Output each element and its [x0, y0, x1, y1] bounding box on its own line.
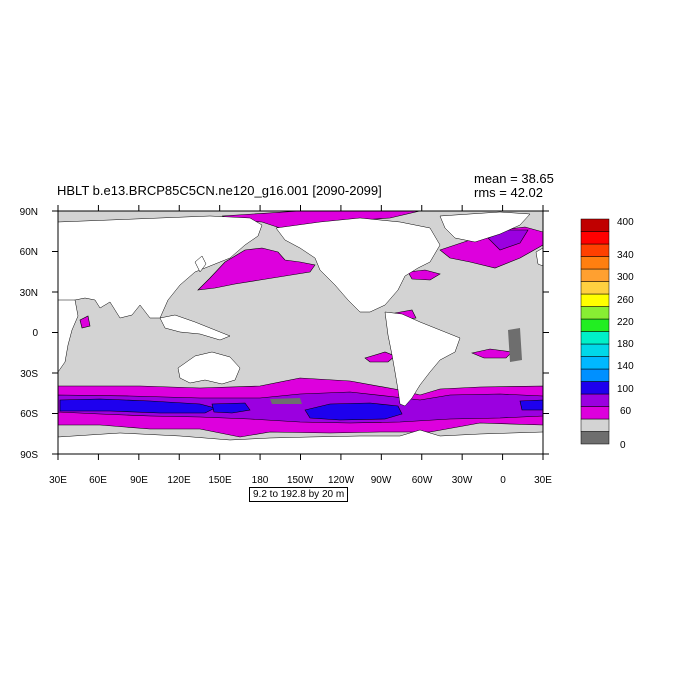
colorbar-labels: 0 60 100 140 180 220 260 300 340 400: [617, 217, 634, 451]
lat-label: 0: [32, 328, 38, 339]
eastern-pacific-patch: [364, 351, 396, 363]
lat-label: 90N: [20, 207, 38, 218]
lon-axis: 30E 60E 90E 120E 150E 180 150W 120W 90W …: [49, 475, 552, 486]
colorbar-label: 300: [617, 272, 634, 283]
north-pacific-patch: [197, 247, 316, 291]
tropical-atlantic-patch: [471, 348, 513, 359]
colorbar-swatch: [580, 256, 610, 270]
colorbar-swatch: [580, 331, 610, 345]
mean-stat: mean = 38.65: [474, 171, 554, 186]
lat-label: 30S: [20, 369, 38, 380]
lat-axis: 90N 60N 30N 0 30S 60S 90S: [20, 207, 39, 461]
lat-label: 90S: [20, 450, 38, 461]
lon-label: 120E: [167, 475, 191, 486]
colorbar-swatch: [580, 406, 610, 420]
axis-ticks: [52, 205, 549, 460]
land-maritime-continent: [159, 314, 231, 341]
colorbar-swatch: [580, 268, 610, 282]
lon-label: 60E: [89, 475, 107, 486]
lon-label: 0: [500, 475, 506, 486]
rms-stat: rms = 42.02: [474, 185, 544, 200]
land-antarctica: [58, 429, 543, 454]
arabian-sea-patch: [79, 315, 91, 329]
colorbar-label: 100: [617, 384, 634, 395]
contour-info-box: 9.2 to 192.8 by 20 m: [249, 487, 349, 502]
colorbar-swatch: [580, 218, 610, 232]
land-south-america: [384, 311, 461, 407]
colorbar-label: 60: [620, 406, 632, 417]
colorbar-swatch: [580, 368, 610, 382]
land-uk: [535, 247, 543, 267]
colorbar-swatch: [580, 381, 610, 395]
colorbar-swatch: [580, 293, 610, 307]
southern-ocean-band-100-pacific: [304, 402, 403, 421]
colorbar-label: 0: [620, 440, 626, 451]
near-zero-patch-4: [270, 398, 302, 404]
southern-ocean-band-100-atlantic: [519, 399, 543, 411]
colorbar-label: 180: [617, 339, 634, 350]
lon-label: 90E: [130, 475, 148, 486]
lat-label: 60S: [20, 409, 38, 420]
lon-label: 150W: [287, 475, 314, 486]
near-zero-patch-3: [508, 328, 522, 362]
plot-title: HBLT b.e13.BRCP85C5CN.ne120_g16.001 [209…: [57, 183, 382, 198]
land-africa: [58, 299, 79, 373]
land-australia: [177, 351, 241, 385]
land-north-america: [275, 217, 441, 313]
colorbar-label: 140: [617, 361, 634, 372]
lon-label: 120W: [328, 475, 355, 486]
colorbar: [580, 218, 610, 445]
lon-label: 60W: [412, 475, 433, 486]
land-greenland: [439, 211, 531, 243]
southern-ocean-band-100-west: [59, 398, 216, 414]
colorbar-swatch: [580, 431, 610, 445]
lon-label: 30W: [452, 475, 473, 486]
labrador-patch: [407, 269, 441, 281]
colorbar-swatch: [580, 243, 610, 257]
colorbar-label: 340: [617, 250, 634, 261]
lon-label: 30E: [534, 475, 552, 486]
lon-label: 90W: [371, 475, 392, 486]
southern-ocean-band-100-south: [211, 402, 251, 414]
lat-label: 60N: [20, 247, 38, 258]
colorbar-swatch: [580, 231, 610, 245]
southern-ocean-band-80: [58, 391, 543, 424]
lon-label: 150E: [208, 475, 232, 486]
map-plot: [58, 211, 543, 454]
lon-label: 180: [252, 475, 269, 486]
colorbar-swatch: [580, 318, 610, 332]
lat-label: 30N: [20, 288, 38, 299]
lon-label: 30E: [49, 475, 67, 486]
colorbar-swatch: [580, 281, 610, 295]
land-japan: [194, 255, 207, 273]
colorbar-label: 400: [617, 217, 634, 228]
colorbar-swatch: [580, 306, 610, 320]
land-masses: [58, 211, 543, 454]
colorbar-swatch: [580, 393, 610, 407]
colorbar-swatch: [580, 356, 610, 370]
land-eurasia: [58, 215, 263, 319]
colorbar-swatch: [580, 418, 610, 432]
colorbar-swatch: [580, 343, 610, 357]
colorbar-label: 260: [617, 295, 634, 306]
colorbar-label: 220: [617, 317, 634, 328]
